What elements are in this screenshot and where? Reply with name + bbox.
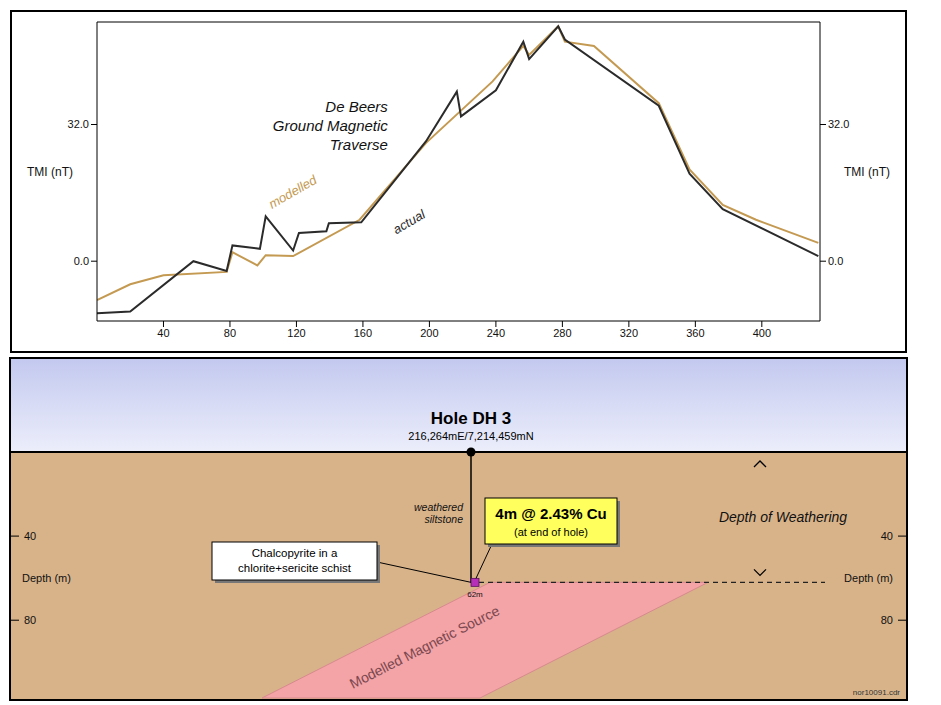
svg-text:Traverse: Traverse (330, 136, 388, 153)
svg-text:32.0: 32.0 (68, 118, 89, 130)
svg-text:40: 40 (881, 530, 893, 542)
svg-text:Hole DH 3: Hole DH 3 (431, 409, 511, 428)
svg-text:Modelled Magnetic Source: Modelled Magnetic Source (347, 602, 502, 691)
svg-text:chlorite+sericite schist: chlorite+sericite schist (238, 562, 352, 574)
svg-text:TMI (nT): TMI (nT) (844, 165, 890, 179)
svg-text:Depth (m): Depth (m) (844, 572, 893, 584)
svg-text:80: 80 (224, 327, 236, 339)
svg-text:40: 40 (24, 530, 36, 542)
svg-text:32.0: 32.0 (828, 118, 849, 130)
svg-text:160: 160 (354, 327, 372, 339)
svg-text:0.0: 0.0 (74, 255, 89, 267)
svg-text:nor10091.cdr: nor10091.cdr (853, 688, 900, 697)
svg-text:200: 200 (420, 327, 438, 339)
svg-text:Ground Magnetic: Ground Magnetic (273, 117, 389, 134)
svg-text:Chalcopyrite in a: Chalcopyrite in a (252, 547, 338, 559)
svg-text:modelled: modelled (266, 172, 320, 212)
svg-text:360: 360 (686, 327, 704, 339)
svg-text:40: 40 (157, 327, 169, 339)
svg-text:Depth (m): Depth (m) (22, 572, 71, 584)
svg-text:240: 240 (487, 327, 505, 339)
svg-text:siltstone: siltstone (424, 513, 463, 525)
svg-text:De Beers: De Beers (325, 98, 388, 115)
svg-text:216,264mE/7,214,459mN: 216,264mE/7,214,459mN (408, 430, 533, 442)
svg-text:TMI (nT): TMI (nT) (27, 165, 73, 179)
svg-text:120: 120 (287, 327, 305, 339)
svg-text:4m @ 2.43% Cu: 4m @ 2.43% Cu (495, 505, 606, 522)
svg-text:(at end of hole): (at end of hole) (514, 526, 588, 538)
svg-text:280: 280 (553, 327, 571, 339)
svg-text:62m: 62m (467, 590, 483, 599)
svg-text:weathered: weathered (414, 501, 464, 513)
svg-text:Depth of Weathering: Depth of Weathering (719, 509, 847, 525)
svg-text:320: 320 (620, 327, 638, 339)
svg-text:0.0: 0.0 (828, 255, 843, 267)
svg-text:actual: actual (390, 206, 429, 237)
svg-text:80: 80 (881, 614, 893, 626)
svg-text:400: 400 (753, 327, 771, 339)
svg-text:80: 80 (24, 614, 36, 626)
